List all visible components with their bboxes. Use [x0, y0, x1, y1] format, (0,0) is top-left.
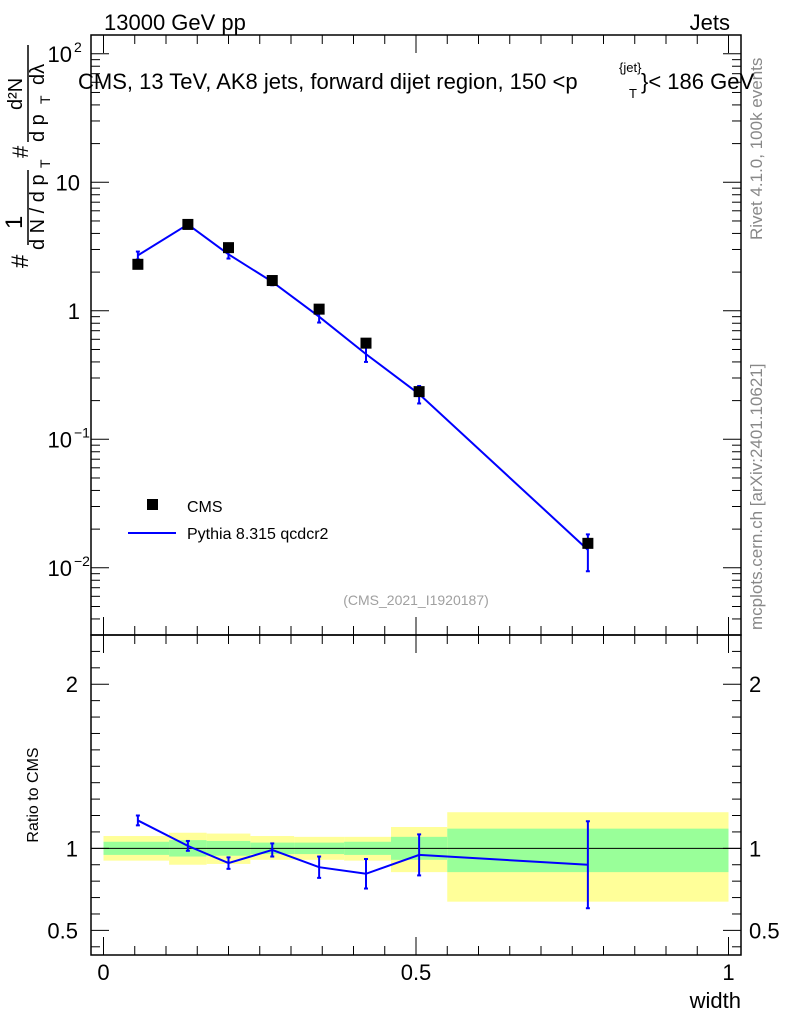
cms-data-point [132, 258, 144, 270]
ylabel-denominator-1: d N / d p [27, 174, 49, 250]
ylabel-hash-2: # [8, 145, 33, 158]
top-ytick-label: 10 −1 [48, 424, 91, 452]
mc-series-ratio [135, 814, 590, 910]
cms-data-point [360, 337, 372, 349]
top-ytick-label: 10 −2 [48, 553, 91, 581]
bottom-panel-frame [90, 634, 742, 956]
chart-title: CMS, 13 TeV, AK8 jets, forward dijet reg… [78, 60, 754, 101]
top-ylabel: # 1 d N / d p T # d²N d p T dλ [1, 45, 53, 268]
top-ytick-label-base: 10 [48, 42, 72, 67]
header-left: 13000 GeV pp [104, 10, 246, 35]
ratio-ytick-label-right: 2 [749, 672, 761, 697]
xlabel: width [689, 988, 741, 1013]
ratio-ylabel: Ratio to CMS [25, 747, 42, 842]
cms-series-top [132, 218, 594, 549]
cms-data-point [413, 386, 425, 398]
top-ytick-label: 1 [68, 299, 80, 324]
cms-data-point [266, 275, 278, 287]
chart-title-superscript: {jet} [619, 60, 642, 75]
chart-title-subscript: T [629, 86, 637, 101]
chart-title-end: }< 186 GeV [641, 69, 754, 94]
legend-mc-label: Pythia 8.315 qcdcr2 [187, 526, 329, 543]
mc-line-top [137, 223, 589, 551]
top-ytick-label-exponent: −2 [74, 553, 90, 569]
ylabel-subscript-1: T [37, 159, 53, 168]
top-panel-frame [90, 34, 742, 636]
cms-data-point [182, 218, 194, 230]
legend-cms-marker [147, 499, 158, 510]
ylabel-denominator-2: d p [27, 114, 49, 142]
ratio-ytick-label-left: 0.5 [47, 918, 78, 943]
ratio-xtick-label: 1 [722, 960, 734, 985]
chart-title-main: CMS, 13 TeV, AK8 jets, forward dijet reg… [78, 69, 578, 94]
top-ytick-label-base: 10 [48, 427, 72, 452]
cms-data-point [223, 242, 234, 254]
top-ytick-label-exponent: 2 [74, 39, 82, 55]
cms-data-point [582, 537, 594, 549]
top-ytick-label: 10 [56, 170, 80, 195]
header-right: Jets [690, 10, 730, 35]
cms-data-point [313, 303, 325, 315]
top-ytick-label: 10 2 [48, 39, 82, 67]
top-ytick-label-base: 10 [56, 170, 80, 195]
bottom-axis-ticks: 0.5 0.5 1 1 2 2 0 0.5 1 [47, 635, 780, 985]
ylabel-numerator-2: d²N [5, 78, 27, 110]
top-ytick-label-exponent: −1 [74, 424, 90, 440]
bottom-panel: 0.5 0.5 1 1 2 2 0 0.5 1 Ratio to CMS width [25, 634, 780, 1013]
ratio-ytick-label-right: 0.5 [749, 918, 780, 943]
legend: CMS Pythia 8.315 qcdcr2 [128, 499, 329, 543]
ylabel-hash-1: # [7, 254, 34, 268]
legend-cms-label: CMS [187, 499, 223, 516]
ratio-ytick-label-right: 1 [749, 836, 761, 861]
top-ytick-label-base: 1 [68, 299, 80, 324]
ylabel-dlambda: dλ [27, 64, 49, 85]
ratio-ytick-label-left: 1 [66, 836, 78, 861]
ratio-ytick-label-left: 2 [66, 672, 78, 697]
mc-series-top [135, 221, 590, 573]
ylabel-numerator-1: 1 [1, 216, 28, 229]
rivet-version-label: Rivet 4.1.0, 100k events [747, 58, 766, 240]
ratio-xtick-label: 0 [97, 960, 109, 985]
ratio-xtick-label: 0.5 [401, 960, 432, 985]
mcplots-label: mcplots.cern.ch [arXiv:2401.10621] [747, 364, 766, 630]
ylabel-subscript-2: T [37, 95, 53, 104]
mc-line-ratio [137, 819, 588, 875]
analysis-watermark: (CMS_2021_I1920187) [343, 592, 489, 608]
top-ytick-label-base: 10 [48, 556, 72, 581]
